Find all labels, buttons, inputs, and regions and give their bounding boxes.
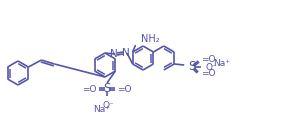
Text: O⁻: O⁻	[102, 101, 114, 110]
Text: =O: =O	[201, 69, 216, 78]
Text: S: S	[188, 61, 196, 73]
Text: NH₂: NH₂	[141, 34, 159, 44]
Text: N: N	[110, 49, 118, 59]
Text: N: N	[122, 48, 130, 58]
Text: S: S	[103, 81, 111, 94]
Text: =O: =O	[82, 84, 97, 94]
Text: O⁻: O⁻	[205, 62, 217, 72]
Text: =O: =O	[117, 84, 131, 94]
Text: =O: =O	[201, 54, 216, 64]
Text: Na⁺: Na⁺	[93, 105, 110, 114]
Text: Na⁺: Na⁺	[213, 59, 230, 67]
